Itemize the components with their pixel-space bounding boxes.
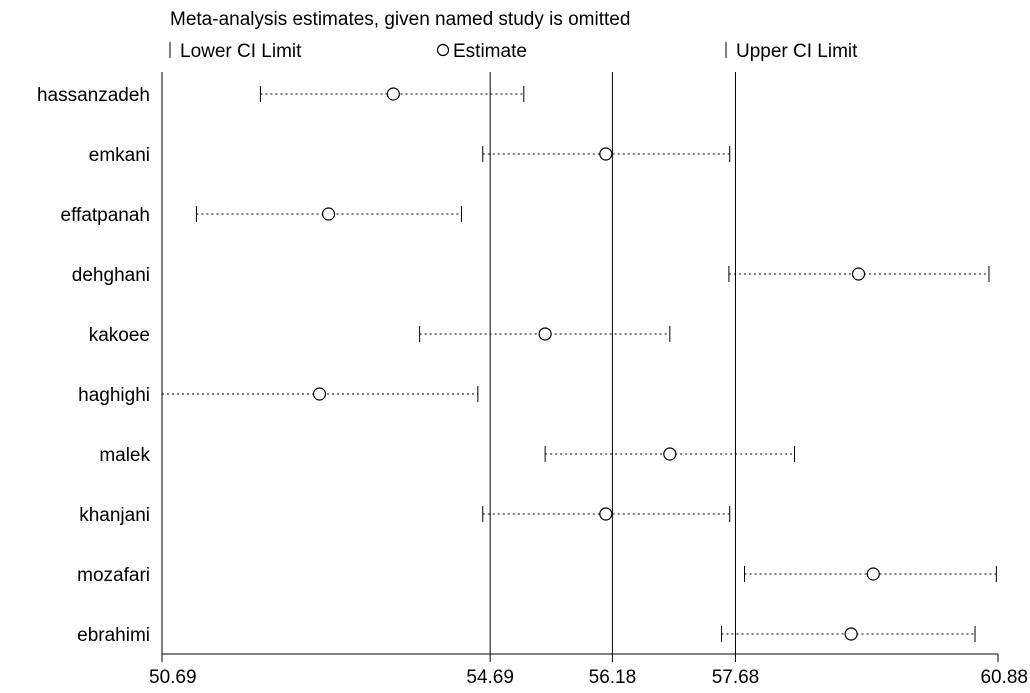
study-row-khanjani: khanjani (79, 505, 731, 526)
study-row-haghighi: haghighi (78, 385, 479, 406)
study-row-mozafari: mozafari (77, 565, 997, 586)
plot-frame (161, 72, 998, 655)
study-label: khanjani (79, 505, 150, 526)
reference-lines (489, 72, 736, 654)
estimate-marker (538, 327, 552, 341)
study-label: emkani (89, 145, 150, 166)
study-row-malek: malek (99, 445, 796, 466)
study-row-ebrahimi: ebrahimi (77, 625, 976, 646)
legend-upper-label: Upper CI Limit (736, 41, 858, 62)
estimate-marker (312, 387, 327, 401)
estimate-marker (663, 447, 677, 461)
legend-estimate-marker (436, 43, 450, 57)
legend-lower-label: Lower CI Limit (180, 41, 302, 62)
x-tick-label: 54.69 (466, 667, 514, 688)
study-label: effatpanah (61, 205, 150, 226)
x-tick-label: 60.88 (980, 667, 1028, 688)
study-label: hassanzadeh (37, 85, 150, 106)
legend-estimate-label: Estimate (453, 41, 527, 62)
study-label: malek (99, 445, 150, 466)
estimate-marker (321, 207, 336, 221)
study-row-hassanzadeh: hassanzadeh (37, 85, 525, 106)
study-row-dehghani: dehghani (72, 265, 990, 286)
legend: Lower CI Limit Estimate Upper CI Limit (169, 41, 858, 62)
x-tick-label: 57.68 (712, 667, 760, 688)
study-row-emkani: emkani (89, 145, 731, 166)
estimate-marker (599, 147, 613, 161)
study-label: dehghani (72, 265, 150, 286)
estimate-marker (866, 567, 880, 581)
study-label: kakoee (89, 325, 150, 346)
estimate-marker (599, 507, 613, 521)
study-row-kakoee: kakoee (89, 325, 671, 346)
study-rows: hassanzadeh emkani effatpanah dehghani kakoe… (37, 85, 997, 646)
study-row-effatpanah: effatpanah (61, 205, 462, 226)
estimate-marker (386, 87, 400, 101)
chart-title: Meta-analysis estimates, given named stu… (170, 9, 630, 30)
x-tick-label: 56.18 (589, 667, 637, 688)
estimate-marker (851, 267, 866, 281)
study-label: haghighi (78, 385, 150, 406)
study-label: mozafari (77, 565, 150, 586)
x-axis-ticks: 50.69 54.69 56.18 57.68 60.88 (149, 654, 1028, 688)
estimate-marker (844, 627, 858, 641)
x-tick-label: 50.69 (149, 667, 197, 688)
study-label: ebrahimi (77, 625, 150, 646)
